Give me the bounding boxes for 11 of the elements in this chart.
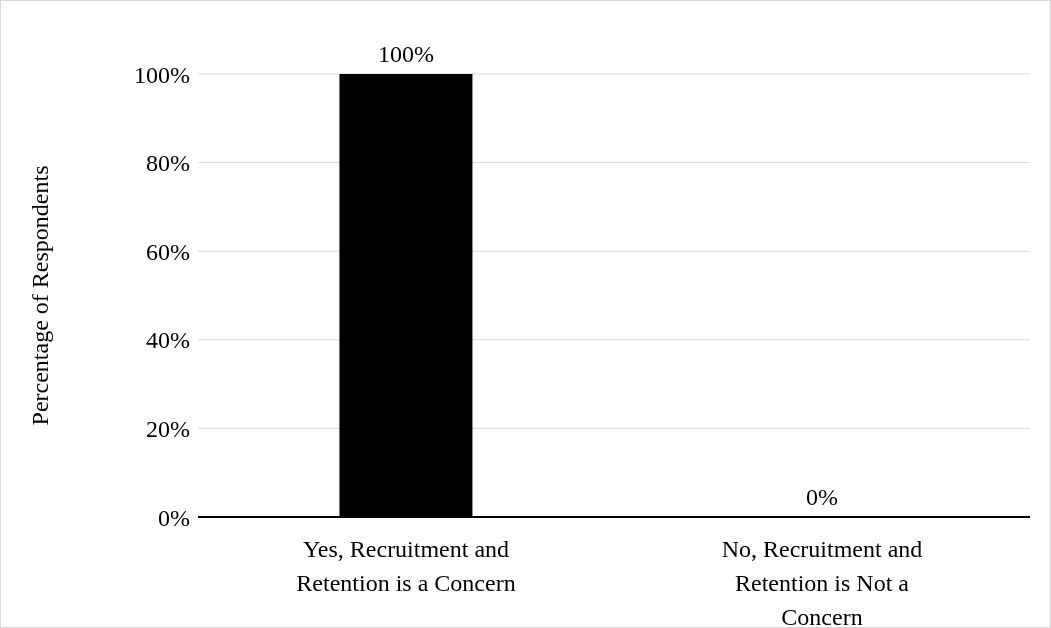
data-label: 0%	[806, 484, 838, 510]
y-tick-label: 20%	[146, 415, 190, 442]
y-tick-label: 0%	[158, 504, 190, 531]
y-axis-title: Percentage of Respondents	[26, 165, 53, 426]
x-tick-label: Yes, Recruitment and Retention is a Concern	[296, 536, 516, 596]
data-label: 100%	[378, 41, 434, 67]
y-tick-label: 100%	[134, 61, 190, 88]
y-tick-label: 80%	[146, 150, 190, 177]
x-tick-label: No, Recruitment and Retention is Not a Concern	[721, 536, 923, 628]
y-tick-label: 40%	[146, 327, 190, 354]
y-tick-label: 60%	[146, 238, 190, 265]
